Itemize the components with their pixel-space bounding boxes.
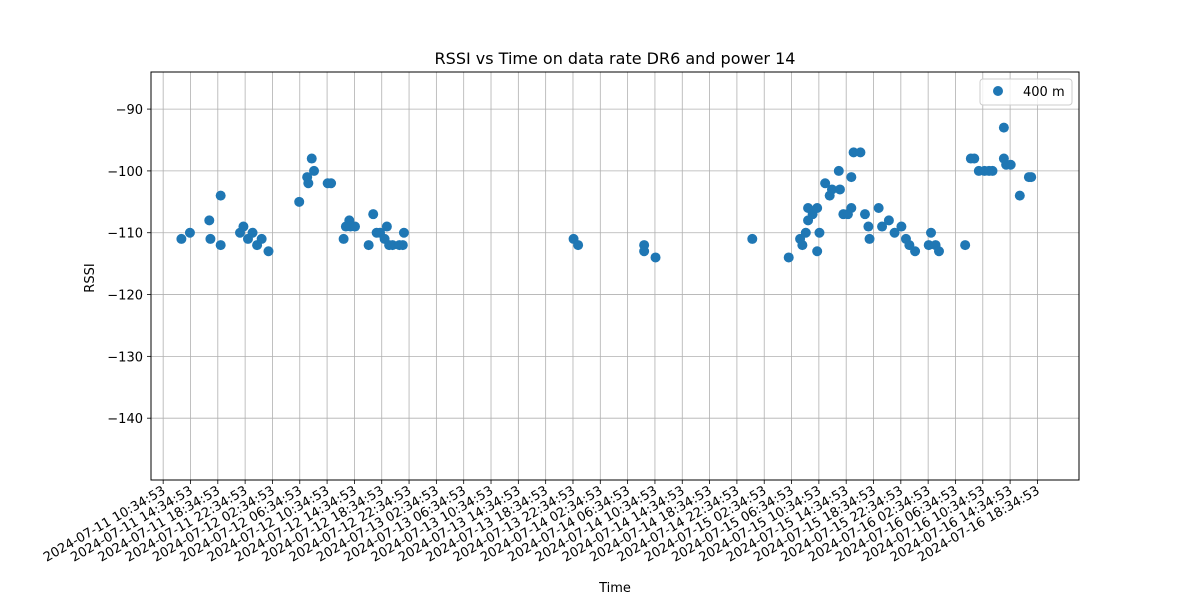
data-point (863, 221, 874, 232)
data-point (263, 246, 274, 257)
data-point (303, 178, 314, 189)
data-point (381, 221, 392, 232)
data-point (933, 246, 944, 257)
data-point (812, 203, 823, 213)
data-point (639, 246, 650, 257)
y-tick-label: −120 (107, 289, 143, 304)
y-axis-ticks: −140 −130 −120 −110 −100 −90 (107, 103, 151, 427)
data-point (238, 221, 249, 232)
y-tick-label: −100 (107, 165, 143, 180)
data-point (923, 240, 934, 251)
legend-label: 400 m (1023, 85, 1065, 100)
data-point (833, 165, 844, 176)
data-point (800, 227, 811, 238)
data-point (306, 153, 317, 164)
data-point (877, 221, 888, 232)
plot-frame (150, 71, 1080, 481)
legend: 400 m (979, 78, 1073, 106)
legend-marker (993, 86, 1003, 96)
data-point (338, 233, 349, 244)
data-point (783, 252, 794, 263)
y-tick-label: −140 (107, 412, 143, 427)
data-point (910, 246, 921, 257)
y-tick-label: −110 (107, 227, 143, 242)
data-point (387, 240, 398, 251)
data-point (883, 215, 894, 226)
data-point (846, 203, 857, 213)
data-point (397, 240, 408, 251)
data-point (398, 227, 409, 238)
data-point (814, 227, 825, 238)
data-point (204, 215, 215, 226)
data-point (855, 147, 866, 158)
data-point (247, 227, 258, 238)
y-axis-label: RSSI (83, 263, 98, 292)
data-point (573, 240, 584, 251)
data-point (896, 221, 907, 232)
chart-title: RSSI vs Time on data rate DR6 and power … (435, 49, 796, 68)
data-point (1005, 159, 1016, 170)
data-point (987, 165, 998, 176)
data-point (1014, 190, 1025, 201)
grid-lines (151, 72, 1079, 480)
data-point (834, 184, 845, 195)
data-point (363, 240, 374, 251)
data-point (960, 240, 971, 251)
data-point (215, 240, 226, 251)
data-point (176, 233, 187, 244)
data-point (256, 233, 267, 244)
data-point (797, 240, 808, 251)
data-point (650, 252, 661, 263)
data-point (820, 178, 831, 189)
data-point (747, 233, 758, 244)
data-point (368, 209, 379, 220)
x-axis-label: Time (598, 581, 631, 596)
data-points (176, 122, 1037, 263)
data-point (309, 165, 320, 176)
data-point (889, 227, 900, 238)
data-point (215, 190, 226, 201)
data-point (846, 172, 857, 183)
data-point (859, 209, 870, 220)
data-point (873, 203, 884, 213)
data-point (349, 221, 360, 232)
legend-box (979, 78, 1073, 106)
data-point (864, 233, 875, 244)
data-point (969, 153, 980, 164)
data-point (294, 196, 305, 207)
data-point (184, 227, 195, 238)
data-point (826, 184, 837, 195)
data-point (1026, 172, 1037, 183)
data-point (326, 178, 337, 189)
y-tick-label: −130 (107, 350, 143, 365)
data-point (205, 233, 216, 244)
data-point (926, 227, 937, 238)
data-point (848, 147, 859, 158)
y-tick-label: −90 (116, 103, 143, 118)
data-point (998, 122, 1009, 133)
data-point (812, 246, 823, 257)
